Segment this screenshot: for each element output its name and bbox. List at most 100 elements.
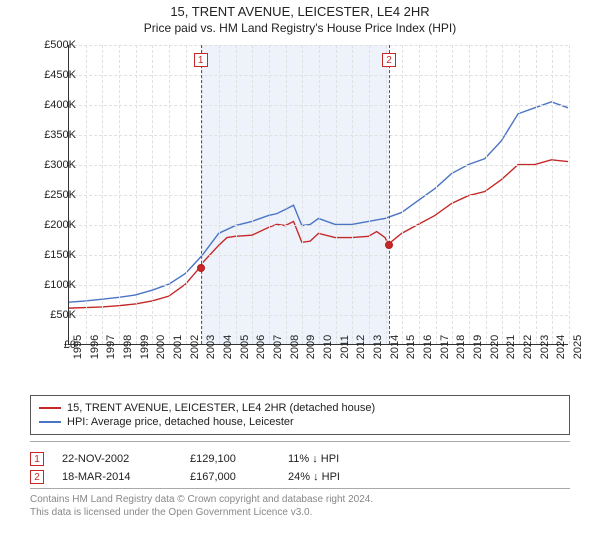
- transaction-badge: 1: [30, 452, 44, 466]
- transaction-date: 18-MAR-2014: [62, 471, 172, 483]
- x-axis-label: 2016: [422, 335, 434, 359]
- gridline-x: [419, 45, 420, 344]
- x-axis-label: 2022: [522, 335, 534, 359]
- attribution-footer: Contains HM Land Registry data © Crown c…: [30, 488, 570, 519]
- gridline-x: [569, 45, 570, 344]
- gridline-x: [169, 45, 170, 344]
- y-axis-label: £400K: [32, 99, 76, 111]
- transaction-date: 22-NOV-2002: [62, 453, 172, 465]
- gridline-x: [452, 45, 453, 344]
- y-axis-label: £250K: [32, 189, 76, 201]
- gridline-x: [436, 45, 437, 344]
- x-axis-label: 2025: [572, 335, 584, 359]
- footer-line-1: Contains HM Land Registry data © Crown c…: [30, 493, 570, 506]
- footer-line-2: This data is licensed under the Open Gov…: [30, 506, 570, 519]
- marker-badge-2: 2: [382, 53, 396, 67]
- x-axis-label: 2000: [155, 335, 167, 359]
- transaction-price: £167,000: [190, 471, 270, 483]
- x-axis-label: 2015: [405, 335, 417, 359]
- transaction-row: 122-NOV-2002£129,10011% ↓ HPI: [30, 452, 570, 466]
- gridline-x: [302, 45, 303, 344]
- marker-line-2: [389, 45, 390, 344]
- page-subtitle: Price paid vs. HM Land Registry's House …: [0, 21, 600, 35]
- transaction-row: 2 18-MAR-2014 £167,000 24% ↓ HPI: [30, 470, 570, 484]
- gridline-x: [352, 45, 353, 344]
- gridline-x: [486, 45, 487, 344]
- y-axis-label: £100K: [32, 279, 76, 291]
- x-axis-label: 1997: [105, 335, 117, 359]
- x-axis-label: 2008: [289, 335, 301, 359]
- legend-swatch: [39, 421, 61, 423]
- y-axis-label: £450K: [32, 69, 76, 81]
- legend-label: 15, TRENT AVENUE, LEICESTER, LE4 2HR (de…: [67, 402, 375, 414]
- gridline-x: [236, 45, 237, 344]
- gridline-x: [269, 45, 270, 344]
- header: 15, TRENT AVENUE, LEICESTER, LE4 2HR Pri…: [0, 0, 600, 41]
- gridline-x: [186, 45, 187, 344]
- x-axis-label: 2004: [222, 335, 234, 359]
- gridline-x: [252, 45, 253, 344]
- transactions-table: 122-NOV-2002£129,10011% ↓ HPI218-MAR-201…: [30, 441, 570, 484]
- marker-dot-2: [385, 241, 393, 249]
- x-axis-label: 2011: [339, 335, 351, 359]
- x-axis-label: 2001: [172, 335, 184, 359]
- marker-dot-1: [197, 264, 205, 272]
- transaction-hpi-delta: 24% ↓ HPI: [288, 471, 378, 483]
- marker-badge-1: 1: [194, 53, 208, 67]
- x-axis-label: 2007: [272, 335, 284, 359]
- x-axis-label: 2005: [239, 335, 251, 359]
- x-axis-label: 2020: [489, 335, 501, 359]
- x-axis-label: 2014: [389, 335, 401, 359]
- legend: 15, TRENT AVENUE, LEICESTER, LE4 2HR (de…: [30, 395, 570, 435]
- gridline-x: [336, 45, 337, 344]
- transaction-badge: 2: [30, 470, 44, 484]
- gridline-x: [152, 45, 153, 344]
- y-axis-label: £0: [32, 339, 76, 351]
- x-axis-label: 1996: [89, 335, 101, 359]
- gridline-x: [136, 45, 137, 344]
- gridline-x: [286, 45, 287, 344]
- y-axis-label: £150K: [32, 249, 76, 261]
- legend-swatch: [39, 407, 61, 409]
- x-axis-label: 2021: [505, 335, 517, 359]
- marker-line-1: [201, 45, 202, 344]
- gridline-x: [369, 45, 370, 344]
- x-axis-label: 1995: [72, 335, 84, 359]
- legend-item: HPI: Average price, detached house, Leic…: [39, 416, 561, 428]
- price-chart: 12 £0£50K£100K£150K£200K£250K£300K£350K£…: [20, 41, 580, 391]
- x-axis-label: 2003: [205, 335, 217, 359]
- x-axis-label: 2010: [322, 335, 334, 359]
- gridline-x: [102, 45, 103, 344]
- x-axis-label: 1998: [122, 335, 134, 359]
- gridline-x: [119, 45, 120, 344]
- x-axis-label: 2018: [455, 335, 467, 359]
- x-axis-label: 2013: [372, 335, 384, 359]
- gridline-x: [519, 45, 520, 344]
- x-axis-label: 2023: [539, 335, 551, 359]
- y-axis-label: £300K: [32, 159, 76, 171]
- gridline-x: [86, 45, 87, 344]
- gridline-x: [386, 45, 387, 344]
- page-title: 15, TRENT AVENUE, LEICESTER, LE4 2HR: [0, 4, 600, 19]
- legend-label: HPI: Average price, detached house, Leic…: [67, 416, 294, 428]
- x-axis-label: 2017: [439, 335, 451, 359]
- y-axis-label: £350K: [32, 129, 76, 141]
- gridline-x: [536, 45, 537, 344]
- x-axis-label: 2002: [189, 335, 201, 359]
- plot-area: 12: [68, 45, 568, 345]
- gridline-x: [402, 45, 403, 344]
- x-axis-label: 2019: [472, 335, 484, 359]
- x-axis-label: 2012: [355, 335, 367, 359]
- gridline-x: [319, 45, 320, 344]
- gridline-x: [219, 45, 220, 344]
- gridline-x: [469, 45, 470, 344]
- x-axis-label: 1999: [139, 335, 151, 359]
- gridline-x: [552, 45, 553, 344]
- gridline-x: [502, 45, 503, 344]
- y-axis-label: £200K: [32, 219, 76, 231]
- x-axis-label: 2006: [255, 335, 267, 359]
- y-axis-label: £500K: [32, 39, 76, 51]
- y-axis-label: £50K: [32, 309, 76, 321]
- x-axis-label: 2024: [555, 335, 567, 359]
- transaction-hpi-delta: 11% ↓ HPI: [288, 453, 378, 465]
